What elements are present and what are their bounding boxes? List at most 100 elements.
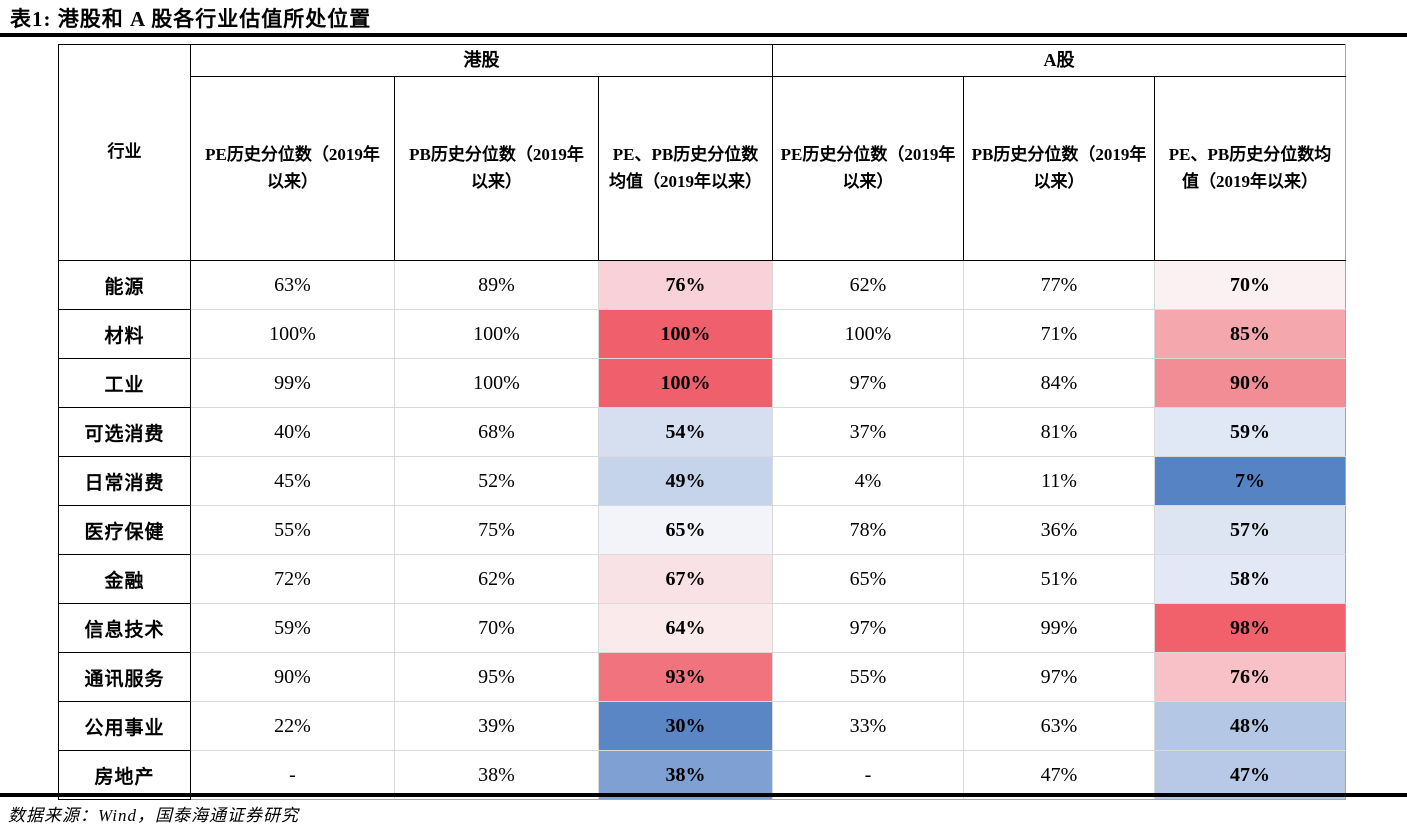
hk-pb-cell: 52% bbox=[394, 456, 599, 506]
a-pb-cell: 36% bbox=[963, 505, 1156, 555]
table-bottom-rule bbox=[0, 793, 1407, 797]
header-a-pe: PE历史分位数（2019年以来） bbox=[772, 76, 965, 261]
a-pb-cell: 77% bbox=[963, 260, 1156, 310]
group-header-hk: 港股 bbox=[189, 44, 774, 77]
industry-cell: 信息技术 bbox=[58, 603, 191, 653]
a-pe-cell: - bbox=[772, 750, 965, 800]
a-pb-cell: 97% bbox=[963, 652, 1156, 702]
a-avg-cell: 76% bbox=[1154, 652, 1347, 702]
a-avg-cell: 58% bbox=[1154, 554, 1347, 604]
table-row: 通讯服务 90% 95% 93% 55% 97% 76% bbox=[58, 652, 1347, 702]
hk-pb-cell: 75% bbox=[394, 505, 599, 555]
hk-pe-cell: 22% bbox=[190, 701, 395, 751]
hk-pb-cell: 62% bbox=[394, 554, 599, 604]
sub-header-row: PE历史分位数（2019年以来） PB历史分位数（2019年以来） PE、PB历… bbox=[59, 76, 1347, 261]
industry-cell: 能源 bbox=[58, 260, 191, 310]
title-divider-rule bbox=[0, 33, 1407, 37]
hk-avg-cell: 64% bbox=[597, 603, 774, 653]
table-row: 公用事业 22% 39% 30% 33% 63% 48% bbox=[58, 701, 1347, 751]
industry-cell: 房地产 bbox=[58, 750, 191, 800]
hk-avg-cell: 67% bbox=[597, 554, 774, 604]
valuation-table: 行业 港股 A股 PE历史分位数（2019年以来） PB历史分位数（2019年以… bbox=[58, 44, 1347, 800]
hk-pe-cell: 72% bbox=[190, 554, 395, 604]
a-pb-cell: 47% bbox=[963, 750, 1156, 800]
header-hk-avg: PE、PB历史分位数均值（2019年以来） bbox=[597, 76, 774, 261]
a-avg-cell: 85% bbox=[1154, 309, 1347, 359]
header-a-avg: PE、PB历史分位数均值（2019年以来） bbox=[1154, 76, 1347, 261]
a-pe-cell: 37% bbox=[772, 407, 965, 457]
hk-avg-cell: 38% bbox=[597, 750, 774, 800]
table-row: 房地产 - 38% 38% - 47% 47% bbox=[58, 750, 1347, 800]
a-pb-cell: 81% bbox=[963, 407, 1156, 457]
hk-avg-cell: 76% bbox=[597, 260, 774, 310]
table-title: 表1: 港股和 A 股各行业估值所处位置 bbox=[10, 7, 372, 31]
hk-pb-cell: 89% bbox=[394, 260, 599, 310]
industry-cell: 可选消费 bbox=[58, 407, 191, 457]
a-avg-cell: 70% bbox=[1154, 260, 1347, 310]
hk-avg-cell: 49% bbox=[597, 456, 774, 506]
a-pb-cell: 84% bbox=[963, 358, 1156, 408]
a-avg-cell: 48% bbox=[1154, 701, 1347, 751]
valuation-table-wrap: 行业 港股 A股 PE历史分位数（2019年以来） PB历史分位数（2019年以… bbox=[58, 44, 1347, 800]
hk-pb-cell: 100% bbox=[394, 309, 599, 359]
header-hk-pe: PE历史分位数（2019年以来） bbox=[190, 76, 395, 261]
hk-pe-cell: 55% bbox=[190, 505, 395, 555]
table-row: 信息技术 59% 70% 64% 97% 99% 98% bbox=[58, 603, 1347, 653]
hk-pe-cell: - bbox=[190, 750, 395, 800]
a-pb-cell: 99% bbox=[963, 603, 1156, 653]
hk-pb-cell: 70% bbox=[394, 603, 599, 653]
a-avg-cell: 57% bbox=[1154, 505, 1347, 555]
hk-pb-cell: 95% bbox=[394, 652, 599, 702]
table-row: 工业 99% 100% 100% 97% 84% 90% bbox=[58, 358, 1347, 408]
a-pe-cell: 62% bbox=[772, 260, 965, 310]
industry-cell: 工业 bbox=[58, 358, 191, 408]
hk-avg-cell: 65% bbox=[597, 505, 774, 555]
table-row: 医疗保健 55% 75% 65% 78% 36% 57% bbox=[58, 505, 1347, 555]
hk-avg-cell: 100% bbox=[597, 309, 774, 359]
hk-pe-cell: 90% bbox=[190, 652, 395, 702]
hk-pe-cell: 45% bbox=[190, 456, 395, 506]
a-pb-cell: 63% bbox=[963, 701, 1156, 751]
hk-pe-cell: 100% bbox=[190, 309, 395, 359]
table-row: 可选消费 40% 68% 54% 37% 81% 59% bbox=[58, 407, 1347, 457]
a-avg-cell: 59% bbox=[1154, 407, 1347, 457]
header-a-pb: PB历史分位数（2019年以来） bbox=[963, 76, 1156, 261]
a-pe-cell: 97% bbox=[772, 358, 965, 408]
hk-pe-cell: 59% bbox=[190, 603, 395, 653]
a-avg-cell: 98% bbox=[1154, 603, 1347, 653]
hk-pb-cell: 38% bbox=[394, 750, 599, 800]
hk-pe-cell: 40% bbox=[190, 407, 395, 457]
a-pe-cell: 65% bbox=[772, 554, 965, 604]
hk-avg-cell: 54% bbox=[597, 407, 774, 457]
hk-pb-cell: 39% bbox=[394, 701, 599, 751]
table-row: 材料 100% 100% 100% 100% 71% 85% bbox=[58, 309, 1347, 359]
hk-avg-cell: 30% bbox=[597, 701, 774, 751]
hk-avg-cell: 100% bbox=[597, 358, 774, 408]
industry-cell: 材料 bbox=[58, 309, 191, 359]
hk-pe-cell: 63% bbox=[190, 260, 395, 310]
hk-pe-cell: 99% bbox=[190, 358, 395, 408]
table-row: 金融 72% 62% 67% 65% 51% 58% bbox=[58, 554, 1347, 604]
industry-column-header: 行业 bbox=[58, 44, 191, 261]
a-pe-cell: 4% bbox=[772, 456, 965, 506]
hk-pb-cell: 100% bbox=[394, 358, 599, 408]
a-avg-cell: 90% bbox=[1154, 358, 1347, 408]
a-pe-cell: 100% bbox=[772, 309, 965, 359]
a-avg-cell: 47% bbox=[1154, 750, 1347, 800]
group-header-a: A股 bbox=[772, 44, 1347, 77]
industry-cell: 公用事业 bbox=[58, 701, 191, 751]
industry-cell: 医疗保健 bbox=[58, 505, 191, 555]
a-avg-cell: 7% bbox=[1154, 456, 1347, 506]
hk-avg-cell: 93% bbox=[597, 652, 774, 702]
a-pb-cell: 11% bbox=[963, 456, 1156, 506]
industry-cell: 日常消费 bbox=[58, 456, 191, 506]
hk-pb-cell: 68% bbox=[394, 407, 599, 457]
a-pe-cell: 78% bbox=[772, 505, 965, 555]
a-pb-cell: 71% bbox=[963, 309, 1156, 359]
table-row: 能源 63% 89% 76% 62% 77% 70% bbox=[58, 260, 1347, 310]
a-pe-cell: 55% bbox=[772, 652, 965, 702]
a-pb-cell: 51% bbox=[963, 554, 1156, 604]
industry-cell: 金融 bbox=[58, 554, 191, 604]
table-row: 日常消费 45% 52% 49% 4% 11% 7% bbox=[58, 456, 1347, 506]
